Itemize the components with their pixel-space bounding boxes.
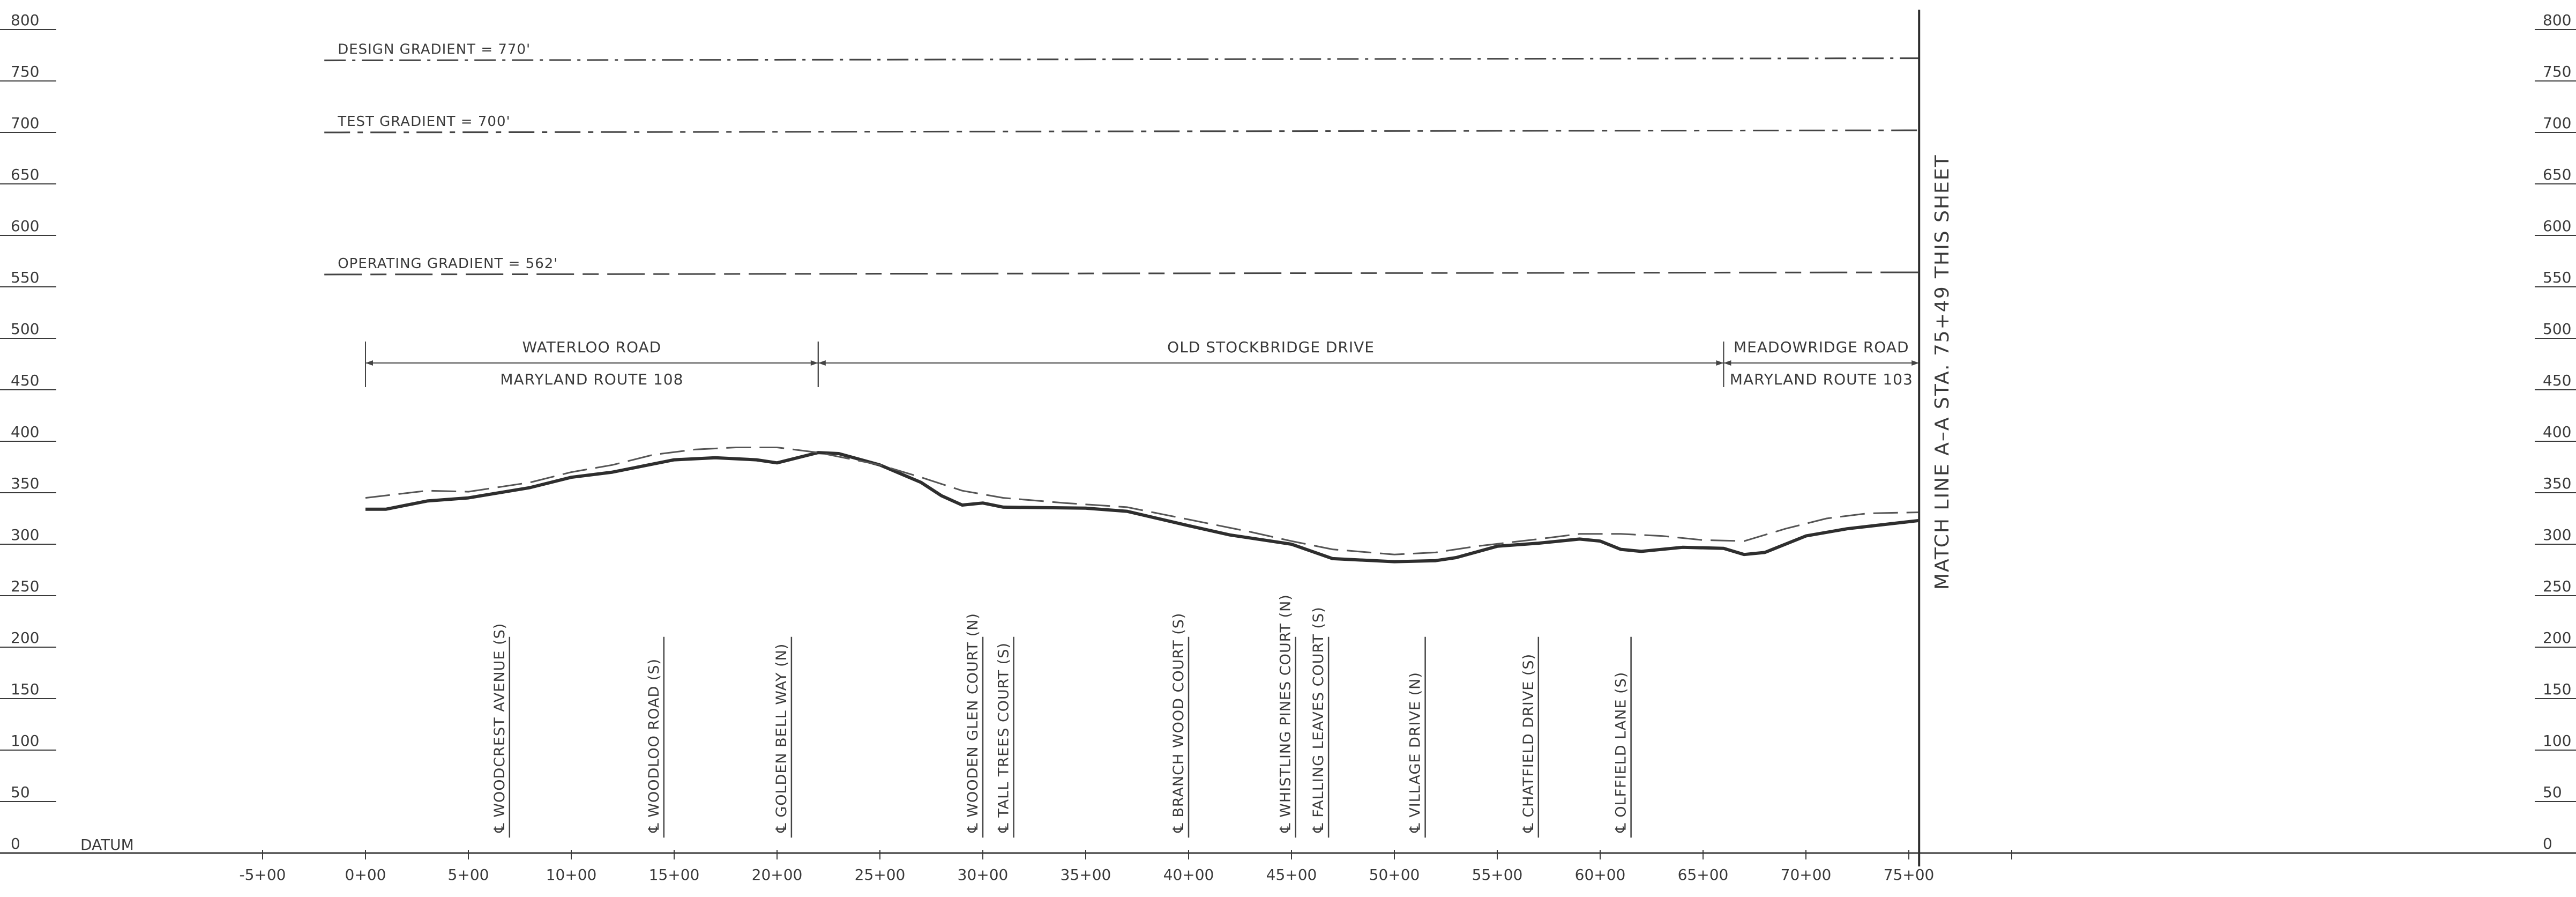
station-label: 5+00	[448, 866, 489, 884]
station-label: -5+00	[239, 866, 286, 884]
station-label: 35+00	[1061, 866, 1111, 884]
y-tick-label-right: 350	[2543, 475, 2571, 492]
y-tick-label-left: 500	[11, 320, 39, 338]
station-label: 15+00	[649, 866, 700, 884]
station-label: 25+00	[855, 866, 906, 884]
road-route: MARYLAND ROUTE 103	[1730, 370, 1913, 388]
station-label: 20+00	[752, 866, 803, 884]
station-label: 30+00	[958, 866, 1009, 884]
y-tick-label-left: 150	[11, 680, 39, 698]
y-tick-label-left: 450	[11, 372, 39, 389]
gradient-label: TEST GRADIENT = 700'	[337, 114, 510, 130]
street-crossing-label: ℄ WOODLOO ROAD (S)	[646, 658, 662, 833]
y-tick-label-left: 50	[11, 783, 30, 801]
y-tick-label-right: 750	[2543, 63, 2571, 80]
y-tick-label-right: 0	[2543, 835, 2552, 852]
gradient-label: DESIGN GRADIENT = 770'	[338, 42, 531, 58]
road-arrow-start	[818, 360, 826, 366]
street-crossing-label: ℄ CHATFIELD DRIVE (S)	[1520, 654, 1537, 833]
y-tick-label-right: 100	[2543, 732, 2571, 750]
gradient-line	[324, 57, 1920, 62]
y-tick-label-left: 800	[11, 11, 39, 29]
y-tick-label-right: 300	[2543, 526, 2571, 544]
station-label: 70+00	[1781, 866, 1832, 884]
y-tick-label-left: 200	[11, 629, 39, 647]
y-tick-label-left: 250	[11, 577, 39, 595]
y-tick-label-left: 600	[11, 217, 39, 235]
road-arrow-start	[365, 360, 373, 366]
station-label: 55+00	[1472, 866, 1523, 884]
street-crossing-label: ℄ FALLING LEAVES COURT (S)	[1310, 606, 1327, 833]
y-tick-label-right: 450	[2543, 372, 2571, 389]
street-crossing-label: ℄ BRANCH WOOD COURT (S)	[1170, 613, 1187, 833]
road-name: MEADOWRIDGE ROAD	[1734, 338, 1909, 356]
y-tick-label-right: 200	[2543, 629, 2571, 647]
y-tick-label-left: 400	[11, 423, 39, 441]
road-arrow-end	[1912, 360, 1920, 366]
gradient-line	[324, 271, 1920, 276]
road-arrow-start	[1723, 360, 1731, 366]
y-tick-label-right: 250	[2543, 577, 2571, 595]
station-label: 45+00	[1266, 866, 1317, 884]
y-tick-label-left: 700	[11, 114, 39, 132]
street-crossing-label: ℄ WOODEN GLEN COURT (N)	[965, 613, 981, 833]
road-name: WATERLOO ROAD	[522, 338, 662, 356]
street-crossing-label: ℄ GOLDEN BELL WAY (N)	[773, 643, 790, 833]
datum-label: DATUM	[80, 836, 134, 854]
street-crossing-label: ℄ VILLAGE DRIVE (N)	[1407, 672, 1424, 833]
road-arrow-end	[810, 360, 818, 366]
road-route: MARYLAND ROUTE 108	[500, 370, 683, 388]
y-tick-label-left: 0	[11, 835, 20, 852]
y-tick-label-right: 500	[2543, 320, 2571, 338]
y-tick-label-left: 550	[11, 269, 39, 286]
y-tick-label-right: 800	[2543, 11, 2571, 29]
station-label: 50+00	[1369, 866, 1420, 884]
y-tick-label-right: 600	[2543, 217, 2571, 235]
y-tick-label-right: 650	[2543, 166, 2571, 183]
road-name: OLD STOCKBRIDGE DRIVE	[1167, 338, 1375, 356]
station-label: 40+00	[1163, 866, 1214, 884]
y-tick-label-right: 400	[2543, 423, 2571, 441]
y-tick-label-right: 150	[2543, 680, 2571, 698]
street-crossing-label: ℄ WHISTLING PINES COURT (N)	[1278, 594, 1294, 833]
station-label: 75+00	[1884, 866, 1935, 884]
y-tick-label-right: 50	[2543, 783, 2562, 801]
station-label: 0+00	[345, 866, 386, 884]
road-arrow-end	[1716, 360, 1724, 366]
street-crossing-label: ℄ OLFFIELD LANE (S)	[1613, 672, 1630, 833]
y-tick-label-right: 700	[2543, 114, 2571, 132]
match-line-label: MATCH LINE A–A STA. 75+49 THIS SHEET	[1931, 154, 1953, 590]
y-tick-label-right: 550	[2543, 269, 2571, 286]
y-tick-label-left: 300	[11, 526, 39, 544]
station-label: 60+00	[1575, 866, 1626, 884]
y-tick-label-left: 350	[11, 475, 39, 492]
gradient-label: OPERATING GRADIENT = 562'	[338, 256, 558, 272]
y-tick-label-left: 750	[11, 63, 39, 80]
gradient-line	[324, 129, 1920, 134]
station-label: 10+00	[546, 866, 597, 884]
proposed-profile	[365, 447, 1920, 555]
y-tick-label-left: 100	[11, 732, 39, 750]
existing-ground-profile	[365, 451, 1920, 564]
y-tick-label-left: 650	[11, 166, 39, 183]
street-crossing-label: ℄ WOODCREST AVENUE (S)	[491, 623, 508, 833]
station-label: 65+00	[1678, 866, 1729, 884]
street-crossing-label: ℄ TALL TREES COURT (S)	[996, 642, 1012, 833]
